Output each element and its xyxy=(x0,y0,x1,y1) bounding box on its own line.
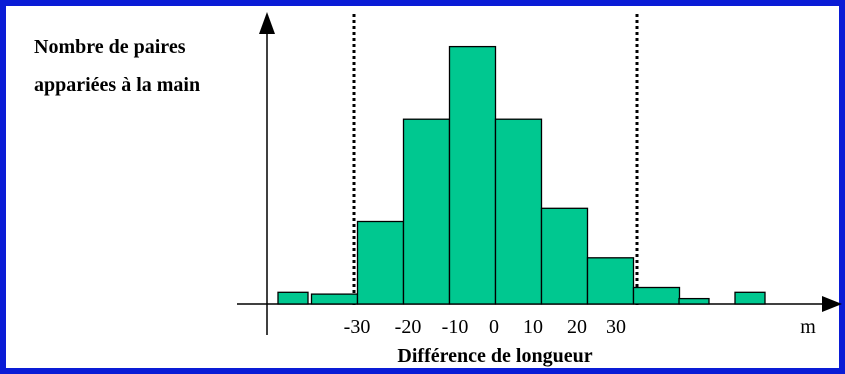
x-tick-label: 0 xyxy=(489,316,499,338)
histogram-bar xyxy=(402,118,451,305)
x-tick-label: 30 xyxy=(606,316,626,338)
histogram-bars xyxy=(277,45,766,305)
histogram-bar xyxy=(540,207,589,305)
x-tick-label: 20 xyxy=(567,316,587,338)
threshold-lines xyxy=(352,14,639,306)
outlier-bar xyxy=(277,291,309,305)
y-axis-label-line-1: Nombre de paires xyxy=(34,36,186,58)
histogram-bar xyxy=(632,286,681,305)
x-axis-symbol: m xyxy=(800,316,816,338)
histogram-bar xyxy=(586,257,635,305)
x-tick-label: -10 xyxy=(442,316,469,338)
histogram-bar xyxy=(310,293,359,305)
x-tick-label: 10 xyxy=(523,316,543,338)
x-tick-labels: -30 -20 -10 0 10 20 30 xyxy=(344,316,626,338)
histogram-bar xyxy=(356,220,405,305)
y-axis-arrow-icon xyxy=(259,12,275,34)
x-axis-arrow-icon xyxy=(822,296,842,312)
outlier-bar xyxy=(678,297,710,305)
y-axis-label-line-2: appariées à la main xyxy=(34,74,200,96)
histogram-bar xyxy=(448,45,497,305)
histogram-bar xyxy=(494,118,543,305)
x-tick-label: -30 xyxy=(344,316,371,338)
x-tick-label: -20 xyxy=(395,316,422,338)
outlier-bar xyxy=(734,291,766,305)
x-axis-label: Différence de longueur xyxy=(397,345,592,367)
